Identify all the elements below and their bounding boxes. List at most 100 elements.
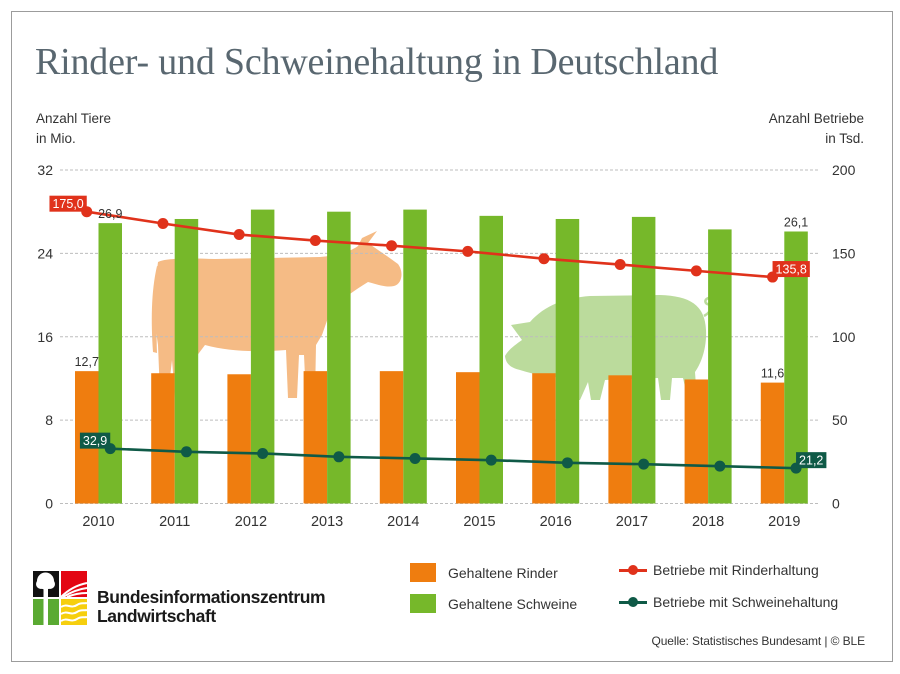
- source-note: Quelle: Statistisches Bundesamt | © BLE: [651, 634, 866, 648]
- line-point: [409, 452, 421, 464]
- right-axis-tick-label: 50: [832, 412, 848, 428]
- series-line: [86, 210, 773, 279]
- x-axis-category-label: 2015: [463, 514, 495, 530]
- legend-label: Betriebe mit Schweinehaltung: [653, 594, 839, 610]
- right-axis-tick-label: 0: [832, 496, 840, 512]
- bar: [631, 216, 656, 504]
- line-value-badge: 21,2: [796, 452, 827, 469]
- left-axis-label-line2: in Mio.: [36, 131, 76, 146]
- x-axis-category-label: 2013: [311, 514, 343, 530]
- infographic-frame: [11, 11, 893, 662]
- line-point: [180, 446, 192, 458]
- bar: [403, 209, 427, 504]
- line-value-badge-box: [49, 195, 87, 212]
- bar: [555, 218, 580, 504]
- legend-line-marker-red-icon: [619, 564, 647, 576]
- line-value-badge: 175,0: [49, 195, 87, 212]
- bar: [456, 372, 480, 504]
- x-axis-category-label: 2011: [159, 514, 190, 530]
- x-axis-category-label: 2014: [387, 514, 419, 530]
- legend-swatch-green: [410, 594, 436, 613]
- line-series-0: [81, 206, 779, 283]
- bzl-logo-icon: [33, 571, 88, 625]
- line-value-label: 21,2: [799, 454, 823, 468]
- line-value-badge-box: [796, 452, 827, 469]
- bar-value-label: 11,6: [761, 367, 784, 381]
- line-point: [485, 454, 497, 466]
- right-axis-tick-label: 150: [832, 245, 856, 261]
- right-axis-label-line2: in Tsd.: [825, 131, 864, 146]
- bar-value-label: 26,9: [98, 207, 122, 221]
- left-axis-tick-label: 8: [45, 412, 53, 428]
- bar: [151, 373, 175, 504]
- line-point: [561, 457, 573, 469]
- logo-line2: Landwirtschaft: [97, 606, 216, 626]
- bar: [98, 223, 122, 504]
- line-point: [257, 447, 269, 459]
- bar-series-0: [75, 371, 785, 504]
- line-point: [333, 451, 345, 463]
- left-axis-tick-label: 32: [37, 162, 53, 178]
- chart-title: Rinder- und Schweinehaltung in Deutschla…: [35, 41, 719, 83]
- line-point: [462, 245, 474, 257]
- legend-label: Gehaltene Rinder: [448, 564, 558, 581]
- chart-marks: 0 8 16 24 32 0 50 100 150 200 2010 2011 2012 2013 2014…: [37, 162, 855, 530]
- line-point: [714, 460, 726, 472]
- left-axis-tick-label: 16: [37, 329, 53, 345]
- line-point: [538, 253, 550, 265]
- logo-line1: Bundesinformationszentrum: [97, 587, 326, 607]
- x-axis-category-label: 2010: [82, 514, 114, 530]
- line-point: [386, 240, 398, 252]
- line-value-badge-box: [79, 432, 111, 449]
- left-axis-tick-label: 24: [37, 245, 53, 261]
- bar: [684, 379, 709, 504]
- left-axis-label: Anzahl Tiere in Mio.: [36, 109, 111, 149]
- line-point: [690, 265, 702, 277]
- bar: [532, 373, 556, 504]
- legend-item-betriebe-schweine: Betriebe mit Schweinehaltung: [619, 594, 838, 610]
- line-point: [309, 235, 321, 247]
- line-point: [233, 229, 245, 241]
- bar-series-1: [98, 209, 808, 504]
- line-point: [614, 259, 626, 271]
- line-value-label: 135,8: [776, 263, 807, 277]
- bar: [250, 209, 275, 504]
- right-axis-tick-label: 100: [832, 329, 856, 345]
- bar-value-label: 26,1: [784, 215, 808, 229]
- bar: [760, 382, 785, 504]
- line-value-label: 32,9: [83, 434, 107, 448]
- bar: [327, 211, 351, 504]
- legend-item-schweine: Gehaltene Schweine: [410, 594, 577, 613]
- left-axis-label-line1: Anzahl Tiere: [36, 111, 112, 126]
- series-line: [110, 447, 797, 470]
- bar: [708, 229, 732, 504]
- bar: [227, 374, 251, 504]
- x-axis-category-label: 2018: [692, 514, 724, 530]
- x-axis-category-label: 2012: [235, 514, 267, 530]
- left-axis-tick-label: 0: [45, 496, 53, 512]
- line-value-label: 175,0: [52, 197, 83, 211]
- bar: [608, 375, 632, 504]
- bar: [479, 215, 503, 504]
- legend-label: Betriebe mit Rinderhaltung: [653, 562, 819, 578]
- logo-wordmark: Bundesinformationszentrum Landwirtschaft: [97, 587, 326, 626]
- line-point: [157, 218, 169, 230]
- legend-item-rinder: Gehaltene Rinder: [410, 563, 558, 582]
- bar: [784, 231, 808, 504]
- x-axis-category-label: 2017: [616, 514, 648, 530]
- right-axis-label-line1: Anzahl Betriebe: [768, 111, 864, 126]
- line-value-badge: 32,9: [79, 432, 111, 449]
- right-axis-tick-label: 200: [832, 162, 856, 178]
- legend-label: Gehaltene Schweine: [448, 595, 578, 612]
- legend-line-marker-darkgreen-icon: [619, 596, 647, 608]
- bar: [303, 371, 328, 504]
- line-value-badge: 135,8: [772, 261, 810, 278]
- x-axis-category-label: 2016: [540, 514, 572, 530]
- cow-tail: [151, 266, 161, 353]
- line-value-badge-box: [772, 261, 810, 278]
- legend-swatch-orange: [410, 563, 436, 582]
- bar: [379, 371, 404, 504]
- right-axis-label: Anzahl Betriebe in Tsd.: [769, 109, 864, 149]
- bar: [174, 218, 199, 504]
